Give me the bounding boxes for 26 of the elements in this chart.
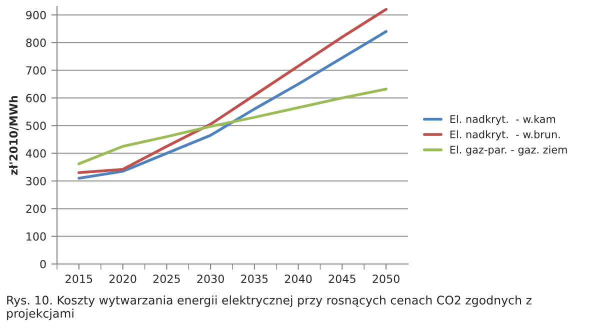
y-tick-label: 600 [26, 94, 46, 102]
x-tick-label: 2035 [241, 274, 268, 284]
y-tick-label: 700 [26, 66, 46, 75]
legend-label: El. nadkryt. - w.brun. [450, 130, 560, 140]
text: Rys. 10. Koszty wytwarzania energii elektrycznej przy rosnących cenach CO2 zgodnych z projekcjami [7, 295, 532, 320]
line-series [78, 88, 388, 166]
line-series [78, 8, 388, 174]
x-tick-label: 2045 [328, 274, 356, 284]
y-tick-label: 500 [26, 122, 46, 130]
line-series [78, 30, 388, 180]
y-tick-label: 100 [26, 232, 46, 241]
y-tick-label: 300 [26, 176, 46, 186]
x-tick-label: 2025 [153, 274, 180, 284]
y-tick-label: 200 [26, 204, 46, 214]
y-axis-title: zł'2010/MWh [9, 96, 19, 175]
legend-label: El. gaz-par. - gaz. ziem [450, 146, 567, 156]
y-tick-label: 0 [40, 260, 46, 268]
x-tick-label: 2015 [66, 274, 92, 284]
y-tick-label: 400 [26, 149, 46, 158]
legend-label: El. nadkryt. - w.kam [450, 114, 556, 126]
x-tick-label: 2020 [109, 274, 136, 284]
y-tick-label: 900 [26, 10, 46, 20]
x-tick-label: 2040 [284, 274, 312, 284]
x-tick-label: 2050 [372, 274, 400, 284]
y-tick-label: 800 [26, 38, 46, 47]
x-tick-label: 2030 [197, 274, 224, 284]
